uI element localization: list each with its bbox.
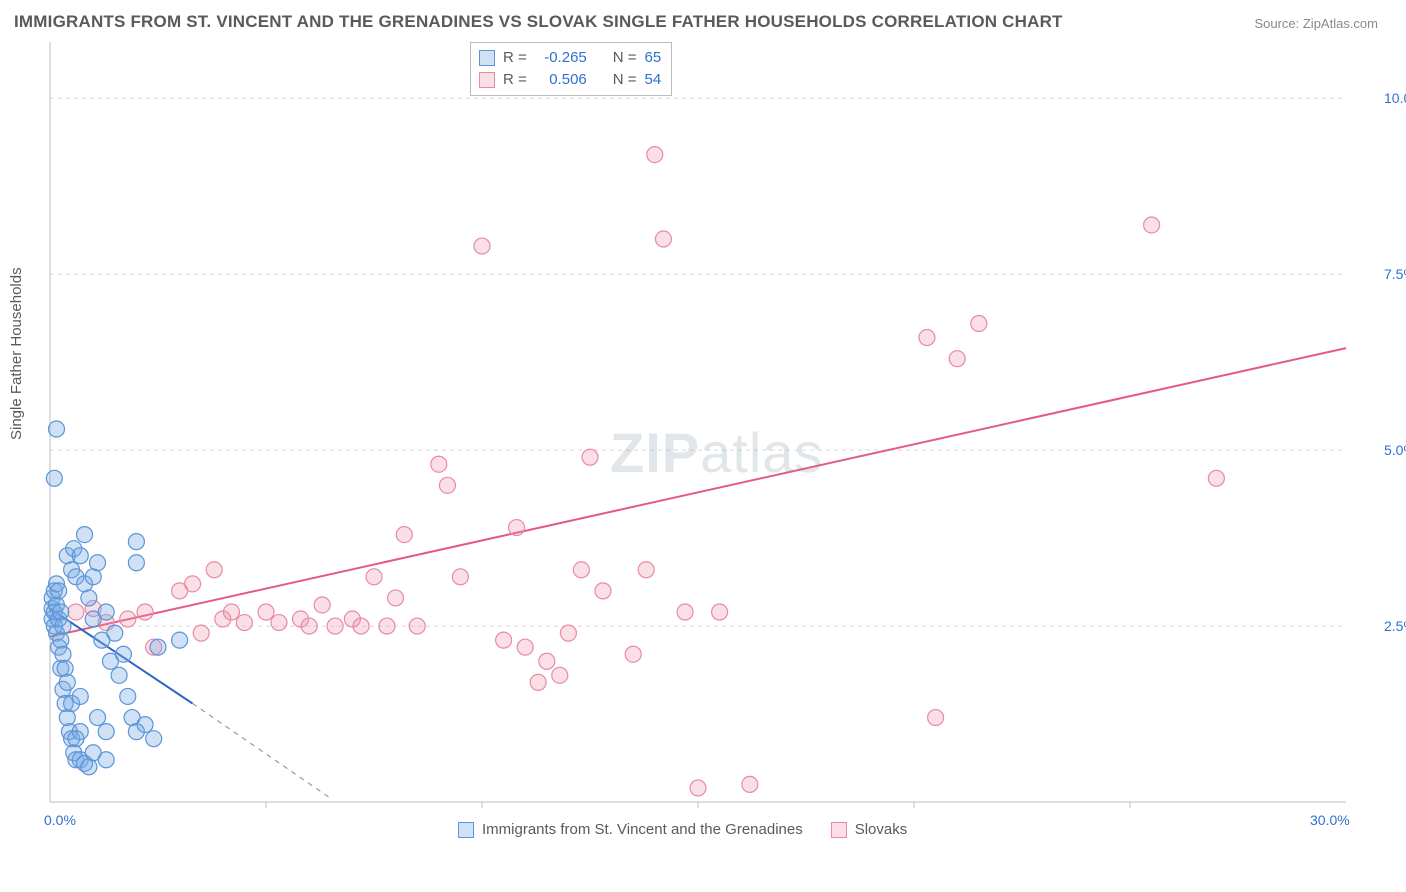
n-value: 65 [645, 47, 662, 69]
r-value: -0.265 [535, 47, 587, 69]
swatch-series1 [479, 50, 495, 66]
legend-label-series2: Slovaks [855, 821, 908, 838]
legend-label-series1: Immigrants from St. Vincent and the Gren… [482, 821, 803, 838]
x-tick: 30.0% [1310, 812, 1350, 828]
r-label: R = [503, 69, 527, 91]
r-value: 0.506 [535, 69, 587, 91]
stats-row-series1: R = -0.265 N = 65 [479, 47, 661, 69]
legend-swatch-series1 [458, 822, 474, 838]
stats-row-series2: R = 0.506 N = 54 [479, 69, 661, 91]
r-label: R = [503, 47, 527, 69]
swatch-series2 [479, 72, 495, 88]
source-label: Source: [1254, 16, 1302, 31]
chart-title: IMMIGRANTS FROM ST. VINCENT AND THE GREN… [14, 12, 1063, 32]
bottom-legend: Immigrants from St. Vincent and the Gren… [458, 821, 907, 838]
legend-item-series2: Slovaks [831, 821, 908, 838]
y-tick: 2.5% [1384, 618, 1406, 634]
n-label: N = [613, 47, 637, 69]
y-axis-label: Single Father Households [8, 267, 25, 440]
y-tick: 5.0% [1384, 442, 1406, 458]
n-value: 54 [645, 69, 662, 91]
y-tick: 7.5% [1384, 266, 1406, 282]
legend-item-series1: Immigrants from St. Vincent and the Gren… [458, 821, 803, 838]
n-label: N = [613, 69, 637, 91]
legend-swatch-series2 [831, 822, 847, 838]
chart-area: ZIPatlas R = -0.265 N = 65 R = 0.506 N =… [50, 42, 1380, 842]
source-attribution: Source: ZipAtlas.com [1254, 16, 1378, 31]
stats-legend-box: R = -0.265 N = 65 R = 0.506 N = 54 [470, 42, 672, 96]
scatter-plot [50, 42, 1346, 802]
x-tick: 0.0% [44, 812, 76, 828]
y-tick: 10.0% [1384, 90, 1406, 106]
source-link[interactable]: ZipAtlas.com [1303, 16, 1378, 31]
